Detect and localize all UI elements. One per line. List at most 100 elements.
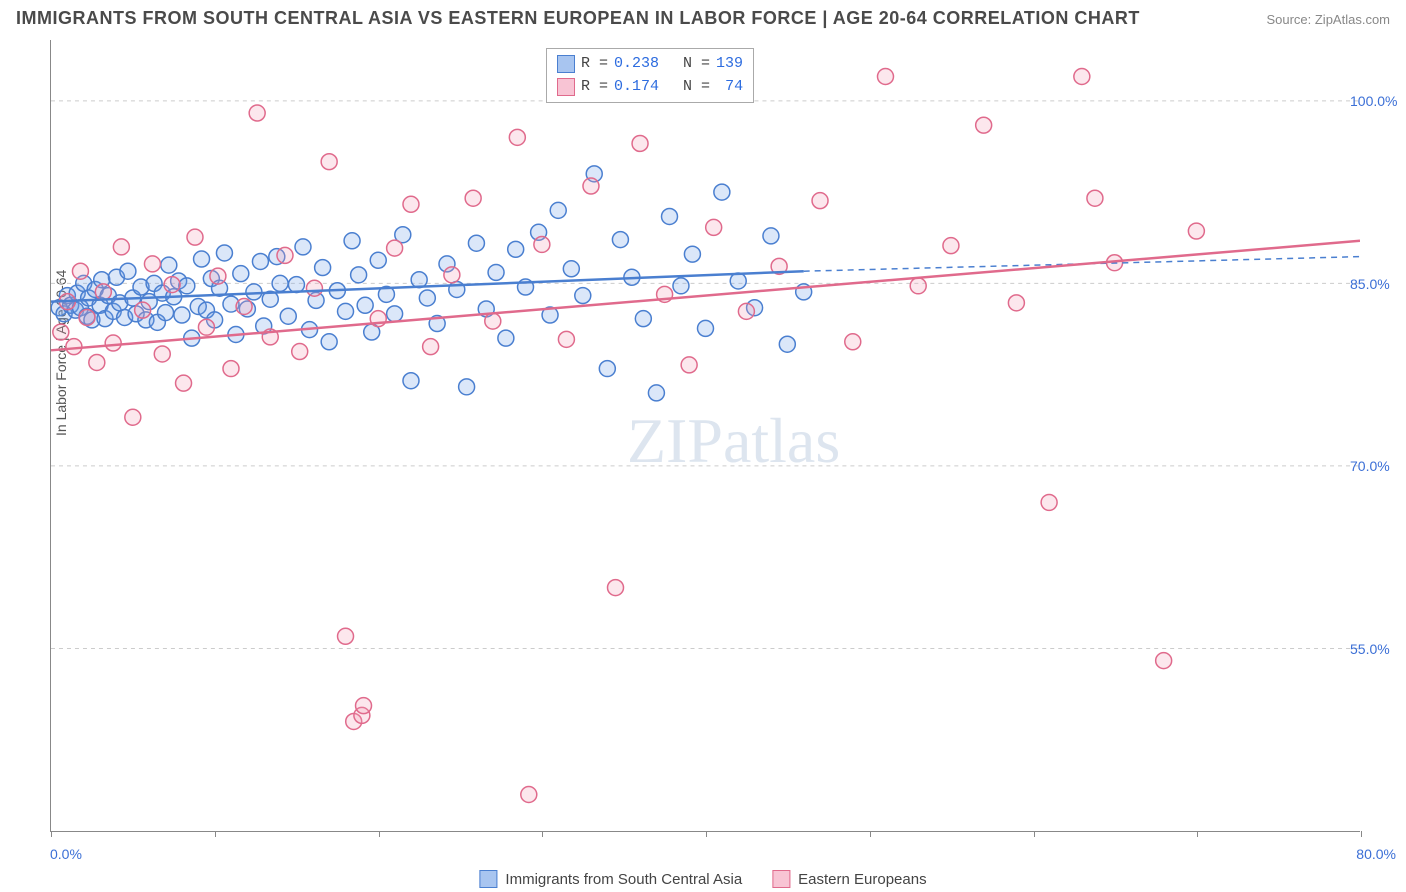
data-point [845, 334, 861, 350]
legend-swatch-blue [557, 55, 575, 73]
data-point [174, 307, 190, 323]
data-point [105, 335, 121, 351]
legend-swatch-pink [557, 78, 575, 96]
data-point [321, 334, 337, 350]
data-point [738, 303, 754, 319]
data-point [498, 330, 514, 346]
x-max-label: 80.0% [1356, 846, 1396, 862]
data-point [164, 277, 180, 293]
data-point [176, 375, 192, 391]
data-point [550, 202, 566, 218]
data-point [89, 354, 105, 370]
data-point [558, 331, 574, 347]
xtick [379, 831, 380, 837]
n-value-blue: 139 [716, 53, 743, 76]
data-point [236, 299, 252, 315]
data-point [673, 278, 689, 294]
data-point [79, 309, 95, 325]
data-point [135, 302, 151, 318]
data-point [356, 698, 372, 714]
xtick [870, 831, 871, 837]
data-point [338, 303, 354, 319]
data-point [812, 193, 828, 209]
data-point [877, 69, 893, 85]
xtick [1197, 831, 1198, 837]
ytick-label: 55.0% [1350, 641, 1406, 657]
data-point [338, 628, 354, 644]
data-point [459, 379, 475, 395]
data-point [488, 264, 504, 280]
x-min-label: 0.0% [50, 846, 82, 862]
legend-swatch-blue-bottom [479, 870, 497, 888]
data-point [563, 261, 579, 277]
data-point [485, 313, 501, 329]
data-point [1008, 295, 1024, 311]
data-point [635, 311, 651, 327]
data-point [534, 236, 550, 252]
data-point [1188, 223, 1204, 239]
data-point [315, 260, 331, 276]
data-point [154, 346, 170, 362]
data-point [53, 324, 69, 340]
chart-title: IMMIGRANTS FROM SOUTH CENTRAL ASIA VS EA… [16, 8, 1140, 29]
legend-row-blue: R = 0.238 N = 139 [557, 53, 743, 76]
data-point [1156, 653, 1172, 669]
data-point [387, 306, 403, 322]
xtick [542, 831, 543, 837]
data-point [632, 135, 648, 151]
xtick [706, 831, 707, 837]
data-point [306, 280, 322, 296]
legend-item-blue: Immigrants from South Central Asia [479, 870, 742, 888]
source-attribution: Source: ZipAtlas.com [1266, 12, 1390, 27]
xtick [51, 831, 52, 837]
data-point [509, 129, 525, 145]
data-point [321, 154, 337, 170]
data-point [976, 117, 992, 133]
data-point [612, 232, 628, 248]
data-point [419, 290, 435, 306]
data-point [187, 229, 203, 245]
xtick [215, 831, 216, 837]
legend-row-pink: R = 0.174 N = 74 [557, 76, 743, 99]
data-point [583, 178, 599, 194]
data-point [403, 373, 419, 389]
data-point [144, 256, 160, 272]
r-value-pink: 0.174 [614, 76, 659, 99]
data-point [681, 357, 697, 373]
series-name-blue: Immigrants from South Central Asia [505, 871, 742, 888]
ytick-label: 70.0% [1350, 458, 1406, 474]
ytick-label: 85.0% [1350, 276, 1406, 292]
data-point [292, 344, 308, 360]
plot-area: In Labor Force | Age 20-64 ZIPatlas R = … [50, 40, 1360, 832]
data-point [288, 277, 304, 293]
legend-item-pink: Eastern Europeans [772, 870, 926, 888]
data-point [357, 297, 373, 313]
data-point [72, 263, 88, 279]
data-point [943, 238, 959, 254]
data-point [684, 246, 700, 262]
data-point [779, 336, 795, 352]
data-point [608, 580, 624, 596]
data-point [1087, 190, 1103, 206]
data-point [95, 284, 111, 300]
data-point [403, 196, 419, 212]
ytick-label: 100.0% [1350, 93, 1406, 109]
data-point [910, 278, 926, 294]
data-point [444, 267, 460, 283]
data-point [1074, 69, 1090, 85]
data-point [161, 257, 177, 273]
data-point [714, 184, 730, 200]
data-point [763, 228, 779, 244]
data-point [521, 787, 537, 803]
data-point [295, 239, 311, 255]
r-value-blue: 0.238 [614, 53, 659, 76]
legend-swatch-pink-bottom [772, 870, 790, 888]
data-point [468, 235, 484, 251]
data-point [223, 361, 239, 377]
data-point [575, 288, 591, 304]
data-point [233, 266, 249, 282]
data-point [272, 275, 288, 291]
xtick [1034, 831, 1035, 837]
data-point [706, 219, 722, 235]
data-point [158, 305, 174, 321]
